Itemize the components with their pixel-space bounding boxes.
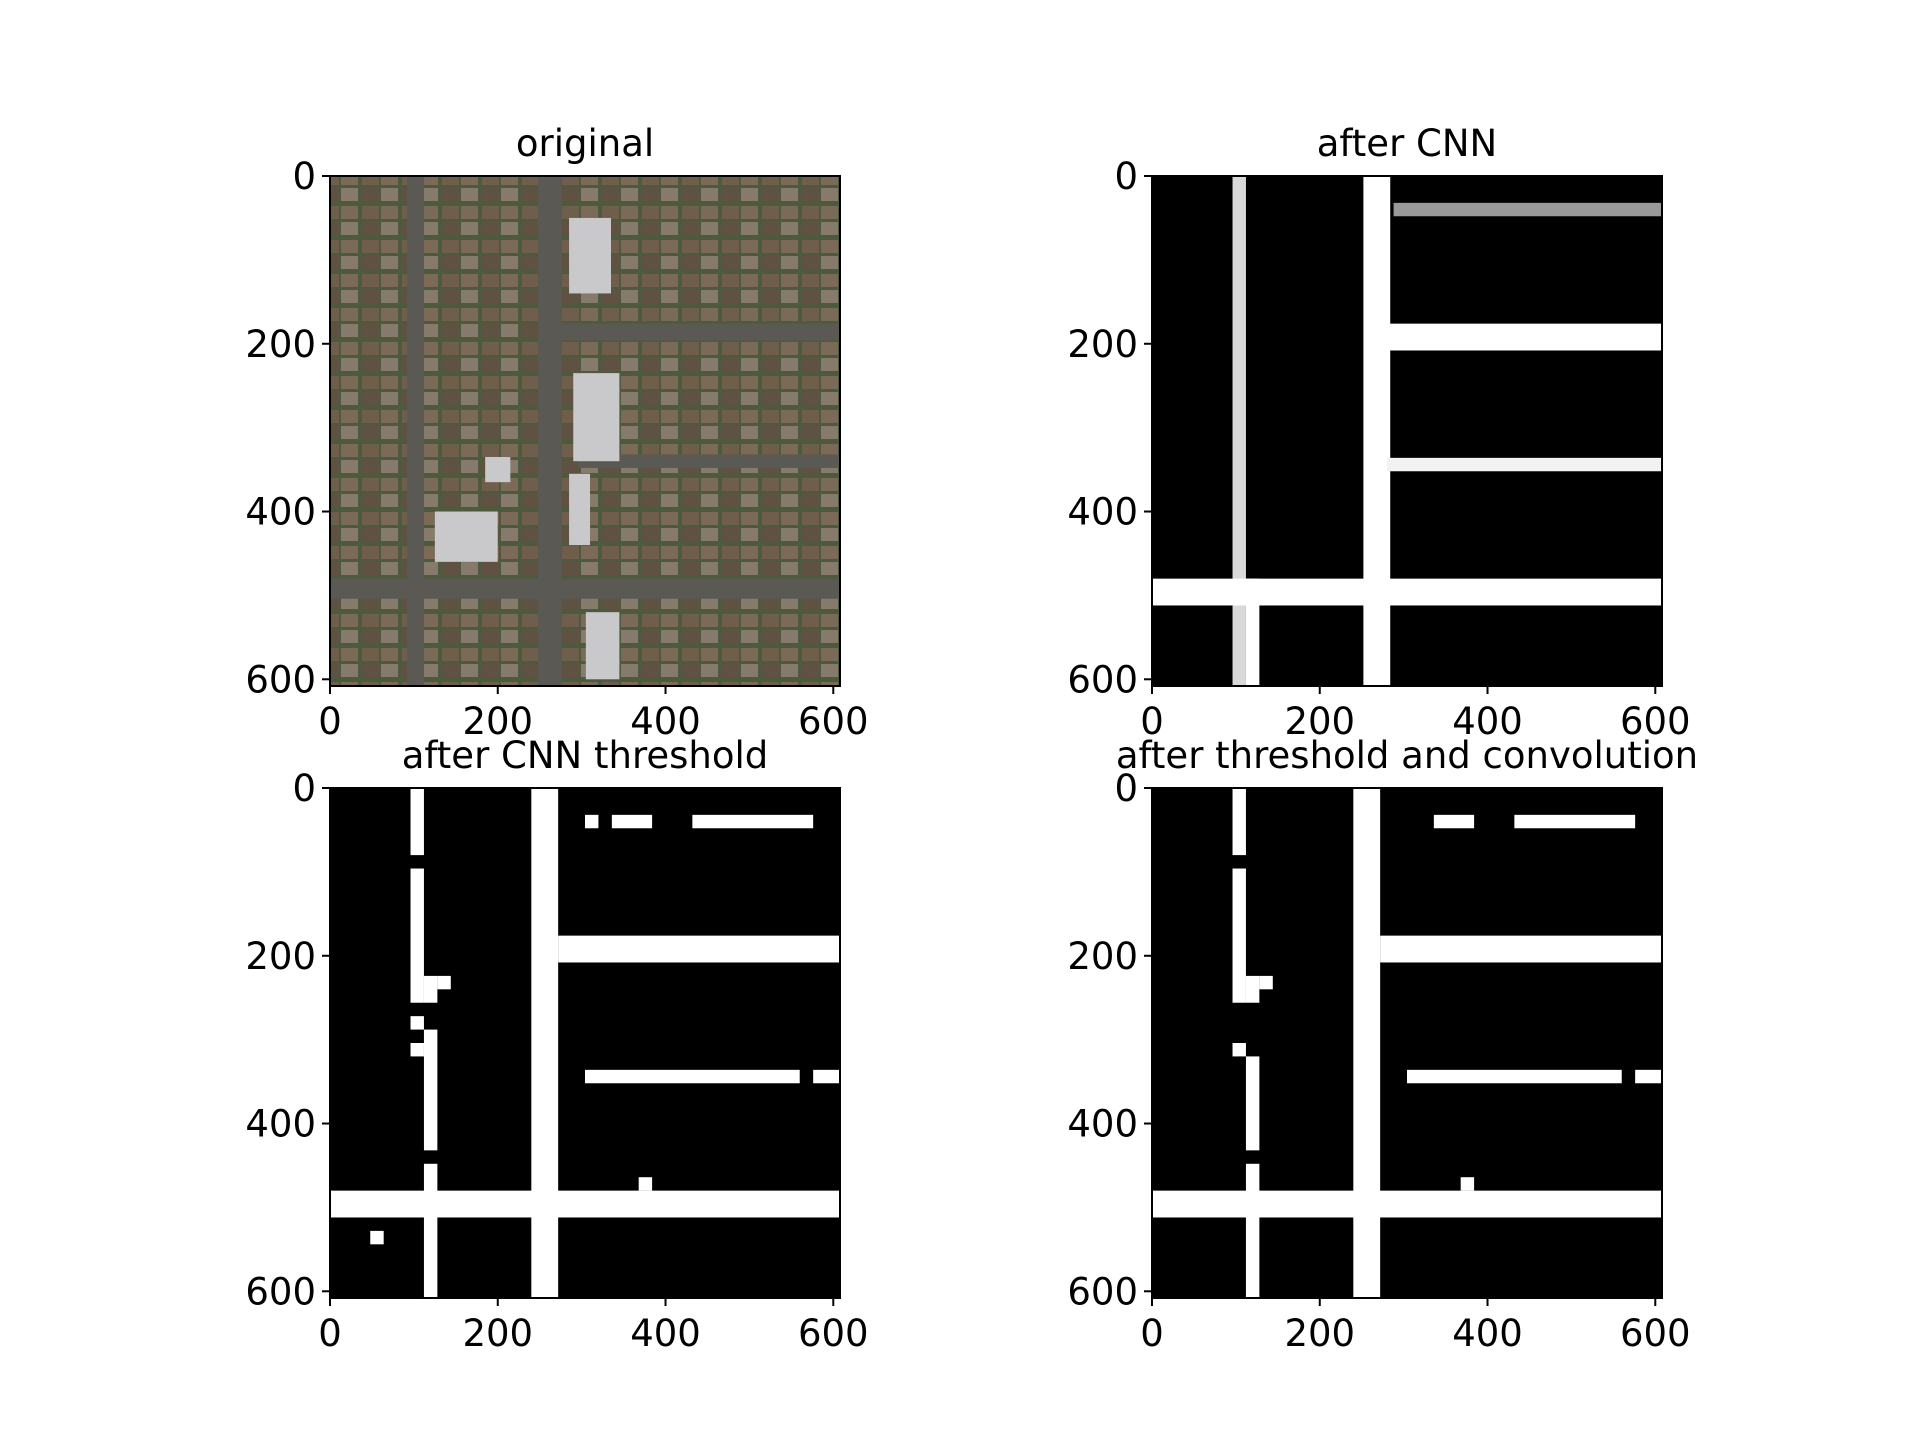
x-tick-label: 200 bbox=[462, 1312, 533, 1355]
heatmap-region-1 bbox=[410, 788, 424, 856]
heatmap-region-15 bbox=[330, 1190, 840, 1218]
x-tick-label: 0 bbox=[318, 1312, 342, 1355]
heatmap-background bbox=[1152, 788, 1662, 1298]
heatmap-region-2 bbox=[1363, 176, 1391, 686]
y-tick-label: 200 bbox=[1067, 323, 1138, 366]
panel-title: original bbox=[516, 122, 654, 165]
panel-title: after CNN bbox=[1317, 122, 1497, 165]
heatmap-region-1 bbox=[1232, 176, 1246, 686]
heatmap-region-16 bbox=[423, 1163, 438, 1298]
x-tick-label: 400 bbox=[630, 700, 701, 743]
heatmap-region-9 bbox=[1433, 814, 1475, 829]
y-tick-label: 600 bbox=[1067, 658, 1138, 701]
x-tick-label: 0 bbox=[1140, 700, 1164, 743]
heatmap-region-6 bbox=[1245, 1056, 1260, 1151]
aerial-road-4 bbox=[578, 454, 840, 468]
x-tick-label: 0 bbox=[1140, 1312, 1164, 1355]
y-tick-label: 0 bbox=[292, 155, 316, 198]
heatmap-region-4 bbox=[1259, 975, 1273, 990]
x-tick-label: 600 bbox=[798, 700, 869, 743]
heatmap-region-7 bbox=[423, 1029, 438, 1151]
heatmap-region-5 bbox=[410, 1016, 424, 1030]
heatmap-region-1 bbox=[1232, 788, 1246, 856]
x-tick-label: 200 bbox=[1284, 1312, 1355, 1355]
x-tick-label: 400 bbox=[1452, 1312, 1523, 1355]
heatmap-region-12 bbox=[1635, 1069, 1662, 1084]
y-tick-label: 400 bbox=[1067, 1103, 1138, 1146]
aerial-road-2 bbox=[538, 176, 562, 686]
heatmap-region-4 bbox=[437, 975, 451, 990]
axes-frame bbox=[1151, 787, 1663, 1299]
aerial-roof-5 bbox=[485, 457, 511, 483]
heatmap-region-10 bbox=[1514, 814, 1636, 829]
heatmap-region-7 bbox=[1393, 202, 1662, 217]
x-tick-label: 600 bbox=[1620, 1312, 1691, 1355]
heatmap-region-11 bbox=[611, 814, 653, 829]
y-tick-label: 400 bbox=[245, 491, 316, 534]
heatmap-region-7 bbox=[1353, 788, 1381, 1298]
heatmap-region-14 bbox=[1245, 1163, 1260, 1298]
x-tick-label: 200 bbox=[462, 700, 533, 743]
y-tick-label: 200 bbox=[245, 323, 316, 366]
heatmap-region-13 bbox=[1152, 1190, 1662, 1218]
y-tick-label: 600 bbox=[1067, 1270, 1138, 1313]
x-tick-label: 600 bbox=[1620, 700, 1691, 743]
heatmap-background bbox=[1152, 176, 1662, 686]
heatmap-region-6 bbox=[1245, 578, 1260, 686]
aerial-roof-1 bbox=[569, 217, 612, 294]
heatmap-region-8 bbox=[1380, 935, 1662, 963]
y-tick-label: 200 bbox=[245, 935, 316, 978]
aerial-roof-2 bbox=[573, 373, 620, 462]
heatmap-region-8 bbox=[531, 788, 559, 1298]
heatmap-region-11 bbox=[1407, 1069, 1622, 1084]
heatmap-region-4 bbox=[1386, 457, 1662, 472]
heatmap-region-2 bbox=[1232, 868, 1246, 1003]
heatmap-region-14 bbox=[813, 1069, 840, 1084]
heatmap-region-17 bbox=[638, 1177, 653, 1191]
heatmap-region-3 bbox=[1245, 975, 1260, 1003]
heatmap-region-10 bbox=[585, 814, 599, 829]
x-tick-label: 200 bbox=[1284, 700, 1355, 743]
y-tick-label: 0 bbox=[1114, 767, 1138, 810]
x-tick-label: 0 bbox=[318, 700, 342, 743]
axes-frame bbox=[329, 175, 841, 687]
heatmap-region-18 bbox=[370, 1230, 384, 1245]
heatmap-region-5 bbox=[1152, 578, 1662, 606]
heatmap-region-2 bbox=[410, 868, 424, 1003]
heatmap-region-3 bbox=[423, 975, 438, 1003]
y-tick-label: 200 bbox=[1067, 935, 1138, 978]
heatmap-region-3 bbox=[1380, 323, 1662, 351]
y-tick-label: 400 bbox=[245, 1103, 316, 1146]
aerial-road-3 bbox=[561, 323, 840, 341]
heatmap-background bbox=[330, 788, 840, 1298]
y-tick-label: 400 bbox=[1067, 491, 1138, 534]
aerial-roof-3 bbox=[585, 612, 620, 680]
aerial-road-1 bbox=[407, 176, 424, 686]
axes-frame bbox=[329, 787, 841, 1299]
y-tick-label: 600 bbox=[245, 658, 316, 701]
panel-title: after CNN threshold bbox=[402, 734, 769, 777]
x-tick-label: 400 bbox=[630, 1312, 701, 1355]
x-tick-label: 400 bbox=[1452, 700, 1523, 743]
heatmap-region-15 bbox=[1460, 1177, 1475, 1191]
aerial-road-5 bbox=[330, 578, 840, 599]
y-tick-label: 0 bbox=[1114, 155, 1138, 198]
heatmap-region-9 bbox=[558, 935, 840, 963]
y-tick-label: 0 bbox=[292, 767, 316, 810]
y-tick-label: 600 bbox=[245, 1270, 316, 1313]
panel-title: after threshold and convolution bbox=[1116, 734, 1698, 777]
aerial-roof-4 bbox=[434, 511, 498, 562]
x-tick-label: 600 bbox=[798, 1312, 869, 1355]
heatmap-region-12 bbox=[692, 814, 814, 829]
heatmap-region-6 bbox=[410, 1043, 424, 1057]
heatmap-region-13 bbox=[585, 1069, 800, 1084]
axes-frame bbox=[1151, 175, 1663, 687]
aerial-roof-6 bbox=[569, 473, 591, 546]
heatmap-region-5 bbox=[1232, 1043, 1246, 1057]
